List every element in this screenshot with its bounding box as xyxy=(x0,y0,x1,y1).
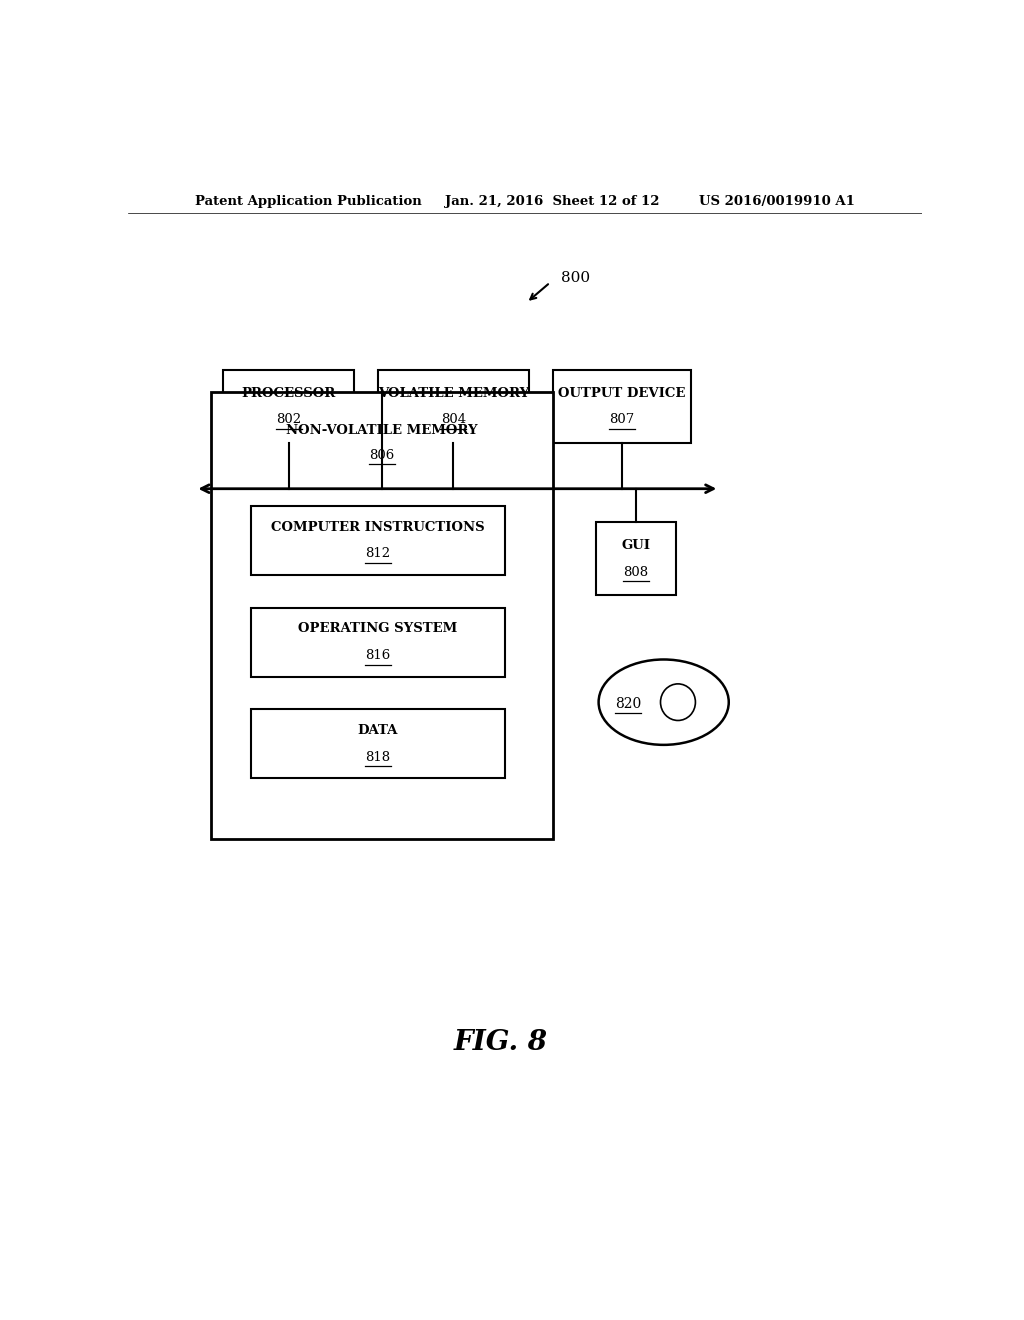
Text: NON-VOLATILE MEMORY: NON-VOLATILE MEMORY xyxy=(286,424,478,437)
Text: VOLATILE MEMORY: VOLATILE MEMORY xyxy=(378,387,529,400)
Text: US 2016/0019910 A1: US 2016/0019910 A1 xyxy=(699,194,855,207)
Text: 800: 800 xyxy=(560,272,590,285)
Bar xyxy=(211,392,553,840)
Bar xyxy=(223,370,354,444)
Bar xyxy=(378,370,528,444)
Text: 820: 820 xyxy=(615,697,641,711)
Bar xyxy=(596,523,676,595)
Text: GUI: GUI xyxy=(622,539,650,552)
Text: OUTPUT DEVICE: OUTPUT DEVICE xyxy=(558,387,686,400)
Text: COMPUTER INSTRUCTIONS: COMPUTER INSTRUCTIONS xyxy=(271,521,484,533)
Text: 812: 812 xyxy=(366,548,390,560)
Text: 802: 802 xyxy=(276,413,301,426)
Text: 808: 808 xyxy=(624,565,648,578)
Ellipse shape xyxy=(599,660,729,744)
Bar xyxy=(251,709,505,779)
Text: OPERATING SYSTEM: OPERATING SYSTEM xyxy=(298,623,458,635)
Text: DATA: DATA xyxy=(357,725,398,737)
Bar xyxy=(553,370,691,444)
Text: FIG. 8: FIG. 8 xyxy=(454,1030,548,1056)
Bar xyxy=(251,506,505,576)
Text: 818: 818 xyxy=(366,751,390,763)
Ellipse shape xyxy=(660,684,695,721)
Bar xyxy=(251,607,505,677)
Text: Patent Application Publication: Patent Application Publication xyxy=(196,194,422,207)
Text: Jan. 21, 2016  Sheet 12 of 12: Jan. 21, 2016 Sheet 12 of 12 xyxy=(445,194,659,207)
Text: 807: 807 xyxy=(609,413,635,426)
Text: 804: 804 xyxy=(440,413,466,426)
Text: PROCESSOR: PROCESSOR xyxy=(242,387,336,400)
Text: 816: 816 xyxy=(366,649,390,661)
Text: 806: 806 xyxy=(370,449,394,462)
